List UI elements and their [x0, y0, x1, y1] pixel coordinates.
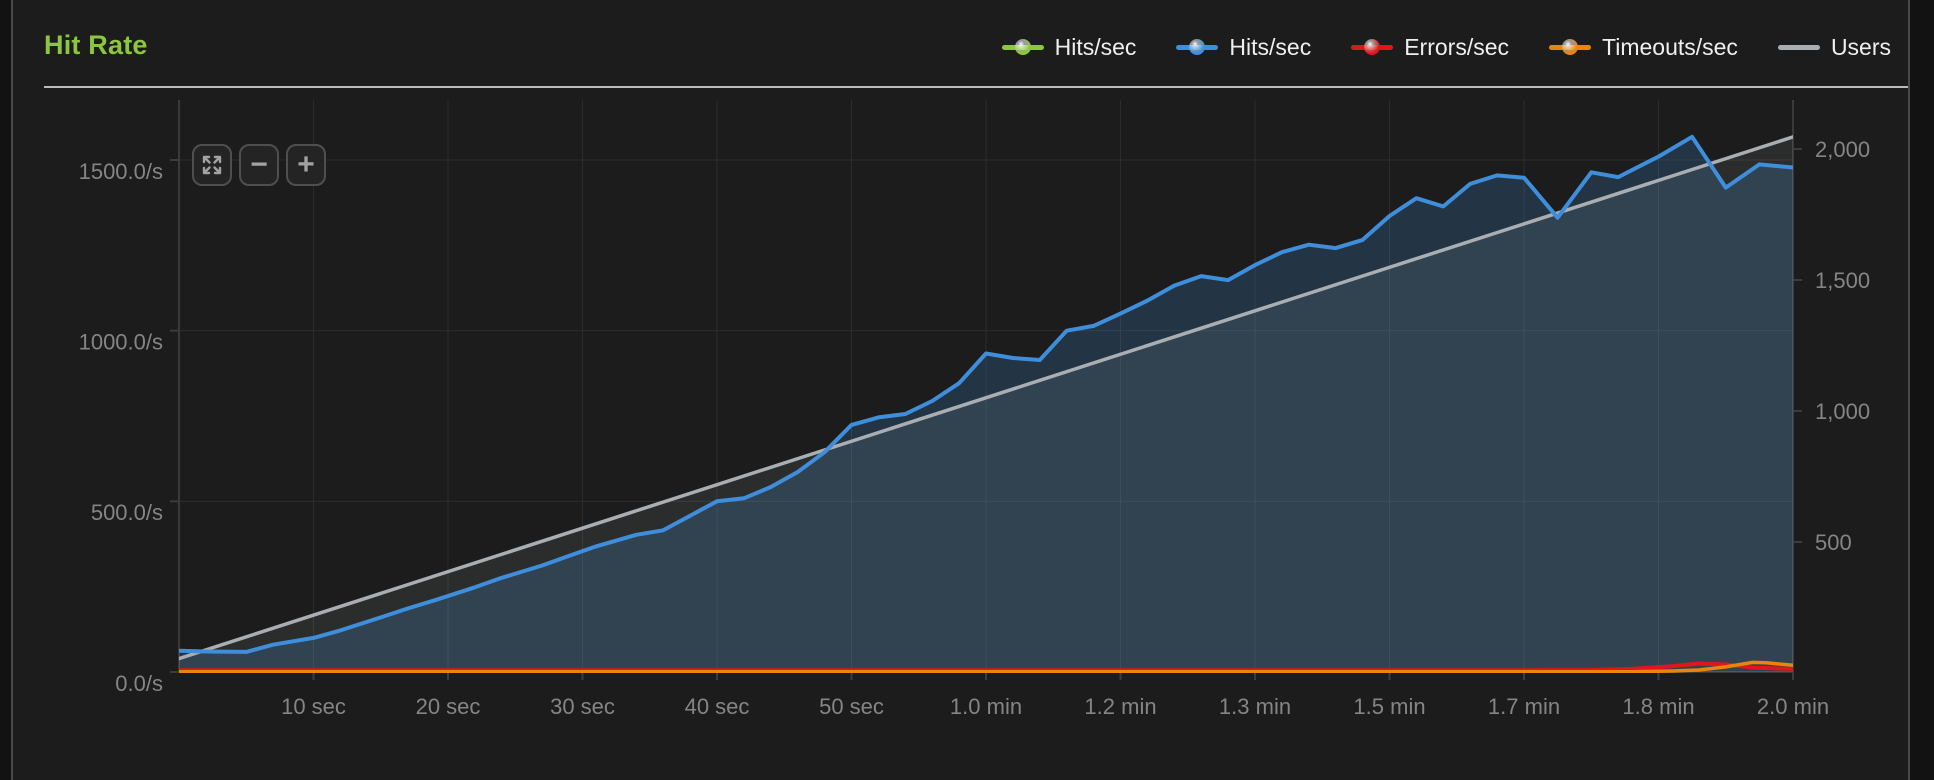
y-axis-left-label: 1000.0/s: [79, 329, 163, 354]
x-axis-label: 1.2 min: [1084, 694, 1156, 719]
legend-marker-dot: [1189, 39, 1206, 55]
chart-title: Hit Rate: [44, 30, 148, 60]
x-axis-label: 10 sec: [281, 694, 346, 719]
legend-item-hits-sec: Hits/sec: [1176, 34, 1311, 61]
header-divider: [44, 86, 1908, 88]
chart-legend: Hits/sec Hits/sec Errors/sec Timeouts/sec Us…: [1001, 28, 1891, 66]
legend-marker-line: [1777, 45, 1820, 50]
users-line: [179, 135, 1793, 661]
timeouts-per-sec-line: [179, 660, 1793, 673]
zoom-out-button[interactable]: −: [239, 144, 279, 186]
zoom-controls: − +: [192, 144, 326, 186]
legend-marker-icon: [1001, 38, 1044, 56]
legend-label: Users: [1830, 33, 1891, 60]
x-axis-label: 40 sec: [685, 694, 750, 719]
legend-marker-dot: [1364, 39, 1381, 55]
legend-marker-icon: [1176, 38, 1219, 56]
x-axis-label: 1.3 min: [1219, 694, 1291, 719]
legend-item-users: Users: [1777, 33, 1891, 61]
legend-label: Errors/sec: [1404, 33, 1510, 60]
hits-per-sec-line: [179, 134, 1793, 654]
legend-marker-dot: [1562, 39, 1579, 55]
hits-area-fill: [179, 136, 1793, 673]
y-axis-right-label: 1,000: [1815, 399, 1870, 424]
legend-item-timeouts-sec: Timeouts/sec: [1549, 34, 1738, 61]
legend-marker-dot: [1014, 39, 1031, 55]
y-axis-right-label: 1,500: [1815, 268, 1870, 293]
x-axis-label: 1.8 min: [1622, 694, 1694, 719]
y-axis-left-label: 0.0/s: [115, 671, 163, 696]
users-area-fill: [179, 136, 1793, 672]
x-axis-label: 1.5 min: [1353, 694, 1425, 719]
legend-label: Timeouts/sec: [1602, 33, 1738, 60]
zoom-reset-button[interactable]: [192, 144, 232, 186]
legend-label: Hits/sec: [1054, 33, 1137, 60]
y-axis-left-label: 1500.0/s: [79, 159, 163, 184]
legend-item-hits-sec: Hits/sec: [1001, 33, 1137, 61]
x-axis-label: 50 sec: [819, 694, 884, 719]
expand-arrows-icon: [202, 155, 222, 175]
x-axis-label: 1.0 min: [950, 694, 1022, 719]
zoom-in-button[interactable]: +: [286, 144, 326, 186]
x-axis-label: 20 sec: [416, 694, 481, 719]
x-axis-label: 2.0 min: [1757, 694, 1829, 719]
legend-marker-icon: [1777, 38, 1820, 56]
y-axis-right-label: 500: [1815, 530, 1852, 555]
legend-marker-icon: [1549, 38, 1592, 56]
legend-marker-icon: [1351, 38, 1394, 56]
y-axis-left-label: 500.0/s: [91, 500, 163, 525]
legend-item-errors-sec: Errors/sec: [1351, 34, 1509, 61]
x-axis-label: 30 sec: [550, 694, 615, 719]
y-axis-right-label: 2,000: [1815, 137, 1870, 162]
x-axis-label: 1.7 min: [1488, 694, 1560, 719]
legend-label: Hits/sec: [1229, 33, 1312, 60]
series-group: [179, 134, 1793, 673]
chart-plot-area[interactable]: 0.0/s 500.0/s 1000.0/s 1500.0/s 500 1,000 1,50…: [13, 0, 1934, 780]
chart-panel: Hit Rate Hits/sec Hits/sec Errors/sec Timeo…: [11, 0, 1910, 780]
